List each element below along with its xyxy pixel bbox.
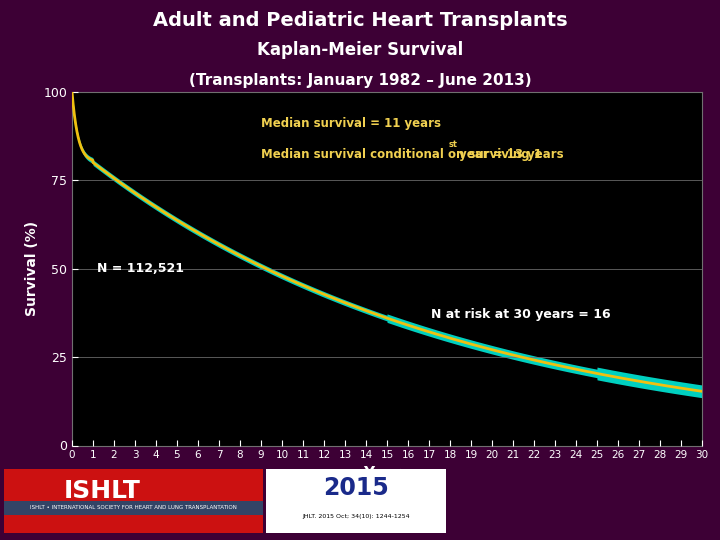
FancyBboxPatch shape [266,469,446,533]
Text: N at risk at 30 years = 16: N at risk at 30 years = 16 [431,308,611,321]
FancyBboxPatch shape [4,469,263,533]
Text: (Transplants: January 1982 – June 2013): (Transplants: January 1982 – June 2013) [189,73,531,88]
Text: Median survival = 11 years: Median survival = 11 years [261,117,441,130]
X-axis label: Years: Years [364,466,410,481]
Text: ISHLT • INTERNATIONAL SOCIETY FOR HEART AND LUNG TRANSPLANTATION: ISHLT • INTERNATIONAL SOCIETY FOR HEART … [30,505,237,510]
FancyBboxPatch shape [4,501,263,515]
Text: ISHLT: ISHLT [63,479,140,503]
Text: Median survival conditional on surviving 1: Median survival conditional on surviving… [261,148,542,161]
Text: st: st [449,139,458,148]
Text: Adult and Pediatric Heart Transplants: Adult and Pediatric Heart Transplants [153,11,567,30]
Text: year = 13 years: year = 13 years [455,148,564,161]
Text: N = 112,521: N = 112,521 [97,262,184,275]
Text: 2015: 2015 [323,476,390,500]
Y-axis label: Survival (%): Survival (%) [25,221,39,316]
Text: Kaplan-Meier Survival: Kaplan-Meier Survival [257,42,463,59]
Text: JHLT. 2015 Oct; 34(10): 1244-1254: JHLT. 2015 Oct; 34(10): 1244-1254 [302,515,410,519]
